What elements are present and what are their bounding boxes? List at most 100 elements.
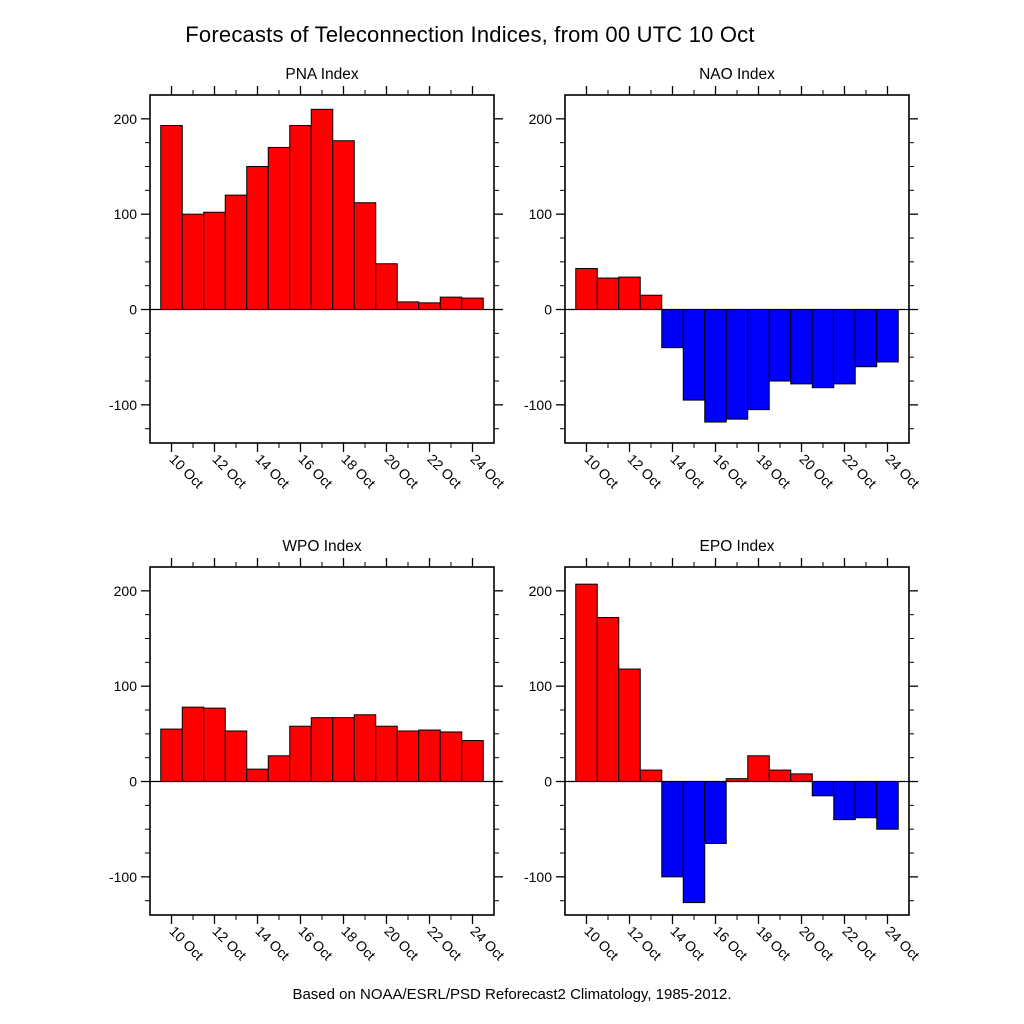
bar: [375, 725, 398, 783]
bar: [596, 277, 620, 311]
chart-panel-wpo: -100 0 100 200 10 Oct 12 Oct 14 Oct 16 Oct 18 Oc…: [109, 538, 508, 964]
y-tick-label: -100: [524, 397, 552, 413]
bar: [353, 714, 377, 783]
x-tick-label: 10 Oct: [581, 923, 622, 964]
bar: [790, 309, 813, 385]
chart-panel-nao: -100 0 100 200 10 Oct 12 Oct 14 Oct 16 Oct 18 Oc…: [524, 66, 923, 492]
bar: [661, 781, 684, 878]
bar: [396, 301, 420, 311]
x-tick-label: 12 Oct: [624, 923, 665, 964]
bar: [833, 781, 856, 821]
bar: [575, 583, 598, 783]
bar: [224, 730, 248, 783]
y-tick-label: 200: [114, 111, 138, 127]
bar: [160, 728, 183, 783]
y-tick-label: 100: [529, 206, 553, 222]
bar: [160, 125, 183, 311]
bar: [203, 707, 226, 783]
bar: [439, 296, 463, 311]
bar: [639, 294, 663, 311]
x-tick-label: 18 Oct: [338, 923, 379, 964]
bar: [246, 768, 269, 783]
bar: [461, 740, 484, 783]
bar: [833, 309, 856, 385]
x-tick-label: 22 Oct: [839, 451, 880, 492]
bar: [639, 769, 663, 783]
x-tick-label: 24 Oct: [882, 923, 923, 964]
figure-title: Forecasts of Teleconnection Indices, fro…: [185, 22, 755, 47]
x-tick-label: 14 Oct: [667, 451, 708, 492]
x-tick-label: 14 Oct: [252, 923, 293, 964]
bar: [246, 166, 269, 311]
bar: [181, 213, 205, 311]
x-tick-label: 16 Oct: [295, 923, 336, 964]
x-tick-label: 12 Oct: [209, 923, 250, 964]
bar: [375, 263, 398, 311]
panel-title: NAO Index: [699, 66, 775, 83]
bar: [396, 730, 420, 783]
x-tick-label: 22 Oct: [424, 923, 465, 964]
bar: [618, 668, 641, 783]
y-tick-label: -100: [109, 397, 137, 413]
x-tick-label: 20 Oct: [381, 923, 422, 964]
x-tick-label: 18 Oct: [753, 923, 794, 964]
x-tick-label: 12 Oct: [209, 451, 250, 492]
bar: [704, 781, 727, 844]
x-tick-label: 20 Oct: [796, 923, 837, 964]
bar: [876, 781, 899, 830]
bar: [768, 769, 792, 783]
bar: [267, 755, 291, 783]
figure-caption: Based on NOAA/ESRL/PSD Reforecast2 Clima…: [292, 986, 732, 1003]
bar: [811, 309, 835, 389]
y-tick-label: 200: [114, 583, 138, 599]
x-tick-label: 20 Oct: [381, 451, 422, 492]
y-tick-label: 200: [529, 583, 553, 599]
y-tick-label: 0: [544, 302, 552, 318]
x-tick-label: 22 Oct: [424, 451, 465, 492]
y-tick-label: 0: [544, 774, 552, 790]
y-tick-label: -100: [524, 869, 552, 885]
y-tick-label: 200: [529, 111, 553, 127]
bar: [203, 211, 226, 311]
bar: [418, 302, 441, 311]
y-tick-label: 100: [114, 206, 138, 222]
bar: [418, 729, 441, 783]
x-tick-label: 10 Oct: [166, 923, 207, 964]
x-tick-label: 16 Oct: [295, 451, 336, 492]
bar: [310, 717, 334, 783]
bar: [181, 706, 205, 783]
bar: [267, 146, 291, 311]
x-tick-label: 10 Oct: [166, 451, 207, 492]
bar: [618, 276, 641, 311]
x-tick-label: 18 Oct: [753, 451, 794, 492]
bar: [353, 202, 377, 311]
bar: [725, 309, 749, 420]
x-tick-label: 12 Oct: [624, 451, 665, 492]
bar: [439, 731, 463, 783]
y-tick-label: 0: [129, 774, 137, 790]
x-tick-label: 24 Oct: [882, 451, 923, 492]
bar: [747, 309, 770, 411]
bar: [310, 108, 334, 311]
x-tick-label: 14 Oct: [667, 923, 708, 964]
x-tick-label: 22 Oct: [839, 923, 880, 964]
bar: [332, 717, 355, 783]
y-tick-label: 100: [114, 678, 138, 694]
bar: [768, 309, 792, 382]
bar: [461, 297, 484, 311]
bar: [224, 194, 248, 311]
bar: [575, 268, 598, 311]
bar: [811, 781, 835, 797]
bar: [704, 309, 727, 423]
chart-panel-pna: -100 0 100 200 10 Oct 12 Oct 14 Oct 16 Oct 18 Oc…: [109, 66, 508, 492]
panel-title: EPO Index: [700, 538, 775, 555]
bar: [747, 755, 770, 783]
x-tick-label: 18 Oct: [338, 451, 379, 492]
x-tick-label: 14 Oct: [252, 451, 293, 492]
x-tick-label: 16 Oct: [710, 451, 751, 492]
bar: [682, 781, 706, 904]
bar: [682, 309, 706, 401]
bar: [289, 725, 312, 783]
bar: [332, 140, 355, 311]
